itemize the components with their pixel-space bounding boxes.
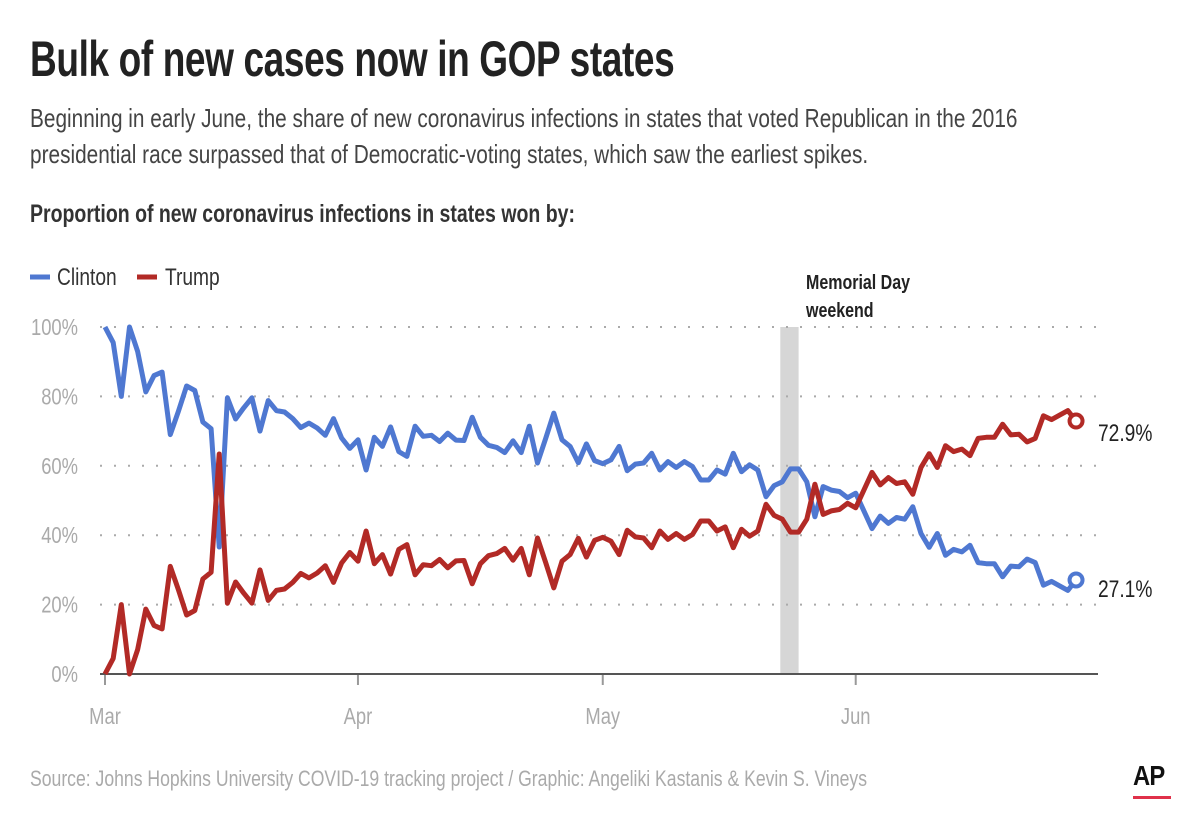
memorial-day-band [780,327,799,674]
y-tick-label: 40% [41,523,78,548]
series-line-trump [102,408,1078,677]
y-tick-label: 20% [41,593,78,618]
ap-logo: AP [1133,760,1173,800]
annotation-label-line1: Memorial Day [806,271,910,293]
legend: Clinton Trump [30,263,220,291]
end-marker-clinton [1067,571,1085,589]
x-tick-label: Apr [344,704,373,729]
chart-title: Bulk of new cases now in GOP states [30,31,675,87]
end-label-trump: 72.9% [1098,419,1152,447]
ap-logo-text: AP [1133,760,1165,791]
ap-logo-underline [1133,796,1171,799]
x-tick-label: Jun [841,704,871,729]
y-tick-label: 100% [31,315,78,340]
x-tick-label: Mar [89,704,121,729]
legend-label-trump: Trump [165,263,220,291]
y-tick-label: 0% [51,662,78,687]
source-note: Source: Johns Hopkins University COVID-1… [30,766,868,791]
y-tick-label: 60% [41,454,78,479]
chart-heading: Proportion of new coronavirus infections… [30,200,575,228]
series-line-clinton [102,324,1078,593]
end-marker-trump [1067,412,1085,430]
y-tick-label: 80% [41,385,78,410]
legend-label-clinton: Clinton [57,263,117,291]
annotation-label-line2: weekend [805,299,873,321]
chart-subtitle: Beginning in early June, the share of ne… [30,103,1018,169]
end-label-clinton: 27.1% [1098,575,1152,603]
x-tick-label: May [585,704,620,729]
